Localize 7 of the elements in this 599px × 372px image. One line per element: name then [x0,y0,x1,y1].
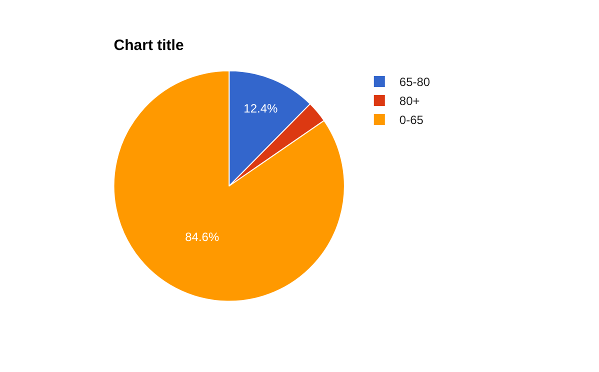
data-label: 84.6% [185,230,220,244]
legend-label: 80+ [399,94,420,108]
legend-label: 65-80 [399,75,430,90]
chart-title: Chart title [114,36,184,54]
pie-slice [113,70,345,302]
data-label: 12.4% [244,102,278,116]
legend-label: 0-65 [399,113,424,128]
